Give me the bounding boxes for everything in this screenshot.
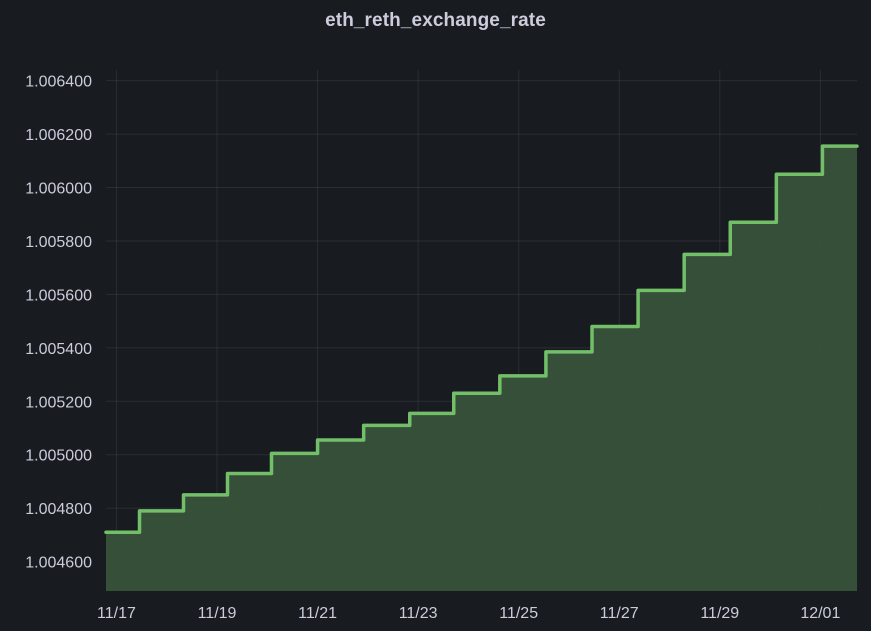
y-tick-label: 1.005600: [25, 287, 92, 304]
data-point: [544, 350, 548, 354]
y-tick-label: 1.004600: [25, 555, 92, 572]
x-tick-label: 11/27: [600, 605, 639, 622]
data-point: [820, 144, 824, 148]
x-tick-label: 11/23: [399, 605, 438, 622]
data-point: [636, 288, 640, 292]
x-tick-label: 12/01: [800, 605, 840, 622]
x-tick-label: 11/29: [700, 605, 739, 622]
data-point: [138, 509, 142, 513]
data-point: [498, 374, 502, 378]
series-line-layer: [104, 144, 859, 534]
data-point: [774, 172, 778, 176]
y-tick-label: 1.006000: [25, 181, 92, 198]
data-point: [452, 391, 456, 395]
data-point: [728, 220, 732, 224]
data-point: [682, 252, 686, 256]
series-line: [104, 144, 859, 534]
data-point: [269, 451, 273, 455]
data-point: [226, 471, 230, 475]
data-point: [590, 324, 594, 328]
series-area-layer: [106, 146, 857, 591]
y-tick-label: 1.005800: [25, 234, 92, 251]
data-point: [362, 423, 366, 427]
x-tick-label: 11/17: [97, 605, 136, 622]
y-tick-label: 1.005000: [25, 448, 92, 465]
data-point: [182, 493, 186, 497]
x-axis-labels: 11/17 11/19 11/21 11/23 11/25 11/27 11/29 12/01: [97, 605, 840, 622]
y-tick-label: 1.005400: [25, 341, 92, 358]
data-point: [855, 144, 859, 148]
y-tick-label: 1.004800: [25, 501, 92, 518]
panel-title: eth_reth_exchange_rate: [325, 10, 546, 31]
y-axis-labels: 1.004600 1.004800 1.005000 1.005200 1.005400…: [25, 74, 92, 572]
series-area: [106, 146, 857, 591]
data-point: [316, 438, 320, 442]
x-tick-label: 11/21: [298, 605, 337, 622]
data-point: [104, 530, 108, 534]
x-tick-label: 11/25: [499, 605, 538, 622]
y-tick-label: 1.006200: [25, 127, 92, 144]
y-tick-label: 1.006400: [25, 74, 92, 91]
x-tick-label: 11/19: [198, 605, 237, 622]
data-point: [408, 411, 412, 415]
y-tick-label: 1.005200: [25, 394, 92, 411]
